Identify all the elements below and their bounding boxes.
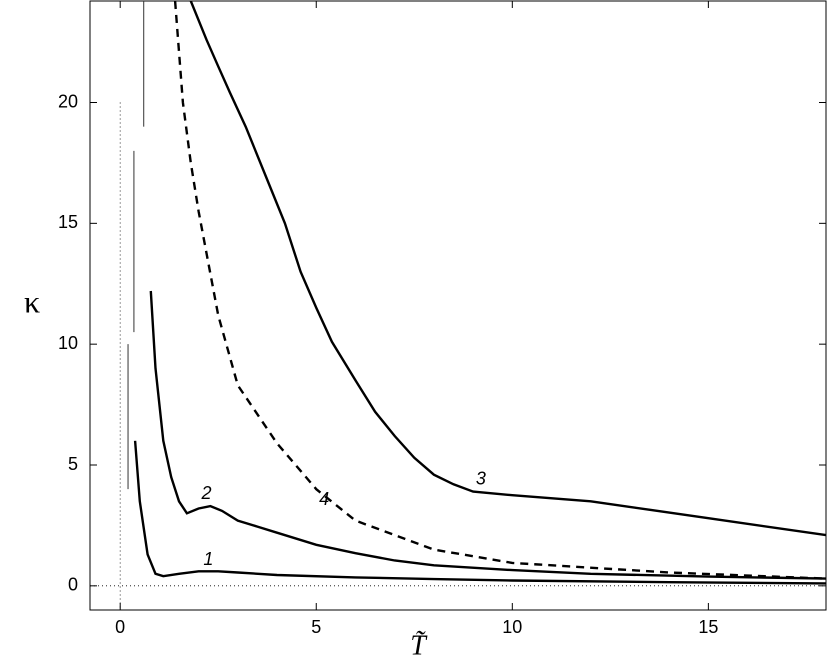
y-tick-label: 5 — [68, 454, 78, 474]
x-tick-label: 5 — [311, 617, 321, 637]
line-series — [173, 1, 826, 580]
series-label: 1 — [203, 549, 213, 569]
line-series — [149, 290, 826, 580]
x-tick-label: 0 — [115, 617, 125, 637]
series-label: 2 — [200, 483, 211, 503]
series-label: 4 — [319, 489, 329, 509]
y-tick-label: 15 — [58, 212, 78, 232]
line-series — [189, 1, 826, 537]
series-label: 3 — [476, 468, 486, 488]
y-tick-label: 20 — [58, 91, 78, 111]
y-tick-label: 10 — [58, 333, 78, 353]
plot-frame — [89, 0, 827, 611]
line-series — [133, 440, 826, 585]
x-tick-label: 10 — [502, 617, 522, 637]
y-axis-label: κ — [24, 283, 40, 319]
x-axis-label: T̃ — [410, 630, 428, 661]
x-tick-label: 15 — [698, 617, 718, 637]
y-tick-label: 0 — [68, 575, 78, 595]
